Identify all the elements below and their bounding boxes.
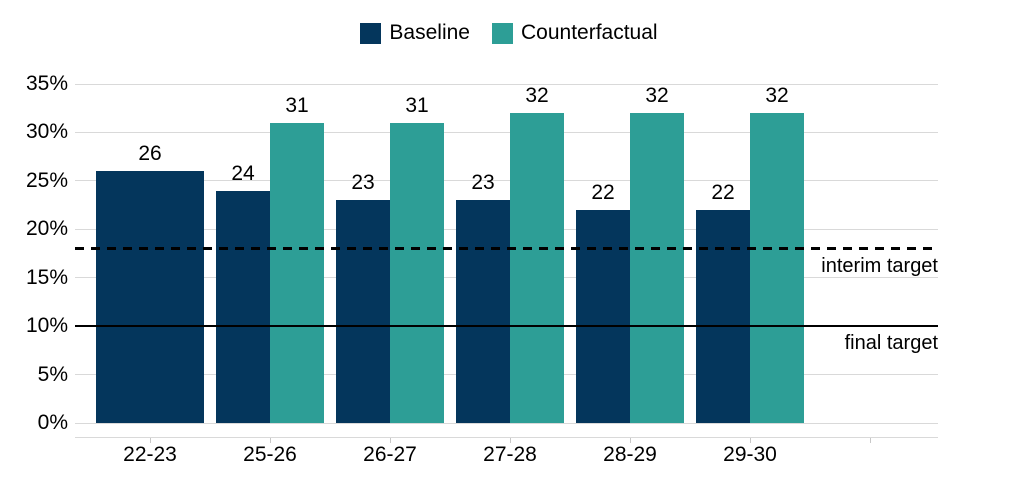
- y-axis-label-30%: 30%: [25, 120, 68, 144]
- counterfactual-value-label-26-27: 31: [405, 93, 429, 117]
- counterfactual-swatch-icon: [491, 22, 513, 44]
- counterfactual-value-label-28-29: 32: [645, 84, 669, 108]
- legend: Baseline Counterfactual: [0, 22, 1018, 44]
- x-axis-tick: [870, 438, 871, 443]
- baseline-bar-29-30: [696, 209, 750, 423]
- baseline-bar-22-23: [96, 171, 204, 423]
- baseline-bar-26-27: [336, 200, 390, 423]
- baseline-value-label-28-29: 22: [591, 180, 615, 204]
- x-axis-tick: [750, 438, 751, 443]
- baseline-bar-27-28: [456, 200, 510, 423]
- x-axis-tick: [630, 438, 631, 443]
- final-target-line: [75, 325, 938, 328]
- counterfactual-bar-25-26: [270, 122, 324, 423]
- baseline-bar-25-26: [216, 190, 270, 423]
- y-axis-label-15%: 15%: [25, 265, 68, 289]
- final-target-label: final target: [844, 332, 938, 355]
- counterfactual-value-label-29-30: 32: [765, 84, 789, 108]
- x-axis-label-22-23: 22-23: [123, 443, 177, 466]
- legend-item-baseline: Baseline: [360, 22, 470, 44]
- gridline-25%: [75, 180, 938, 182]
- counterfactual-bar-26-27: [390, 122, 444, 423]
- y-axis-label-35%: 35%: [25, 72, 68, 95]
- counterfactual-value-label-25-26: 31: [285, 93, 309, 117]
- gridline-35%: [75, 83, 938, 85]
- y-axis-label-10%: 10%: [25, 314, 68, 338]
- x-axis-label-29-30: 29-30: [723, 443, 777, 466]
- y-axis-label-0%: 0%: [37, 411, 68, 434]
- baseline-legend-label: Baseline: [389, 21, 470, 44]
- gridline-30%: [75, 131, 938, 133]
- x-axis-tick: [270, 438, 271, 443]
- baseline-swatch-icon: [360, 22, 382, 44]
- baseline-value-label-27-28: 23: [471, 171, 495, 195]
- x-axis-label-27-28: 27-28: [483, 443, 537, 466]
- counterfactual-bar-29-30: [750, 113, 804, 423]
- x-axis-tick: [150, 438, 151, 443]
- x-axis-line: [75, 437, 938, 438]
- baseline-value-label-22-23: 26: [138, 142, 162, 166]
- x-axis-label-26-27: 26-27: [363, 443, 417, 466]
- counterfactual-legend-label: Counterfactual: [520, 21, 658, 44]
- y-axis-label-25%: 25%: [25, 168, 68, 192]
- baseline-value-label-29-30: 22: [711, 180, 735, 204]
- y-axis-label-5%: 5%: [37, 362, 68, 386]
- y-axis-label-20%: 20%: [25, 217, 68, 241]
- counterfactual-bar-27-28: [510, 113, 564, 423]
- x-axis-label-28-29: 28-29: [603, 443, 657, 466]
- baseline-value-label-26-27: 23: [351, 171, 375, 195]
- x-axis-tick: [390, 438, 391, 443]
- baseline-bar-28-29: [576, 209, 630, 423]
- baseline-value-label-25-26: 24: [231, 161, 255, 185]
- x-axis-tick: [510, 438, 511, 443]
- x-axis-label-25-26: 25-26: [243, 443, 297, 466]
- gridline-0%: [75, 422, 938, 424]
- legend-item-counterfactual: Counterfactual: [491, 21, 658, 44]
- interim-target-label: interim target: [821, 254, 938, 277]
- counterfactual-value-label-27-28: 32: [525, 84, 549, 108]
- counterfactual-bar-28-29: [630, 113, 684, 423]
- interim-target-line: [75, 247, 933, 251]
